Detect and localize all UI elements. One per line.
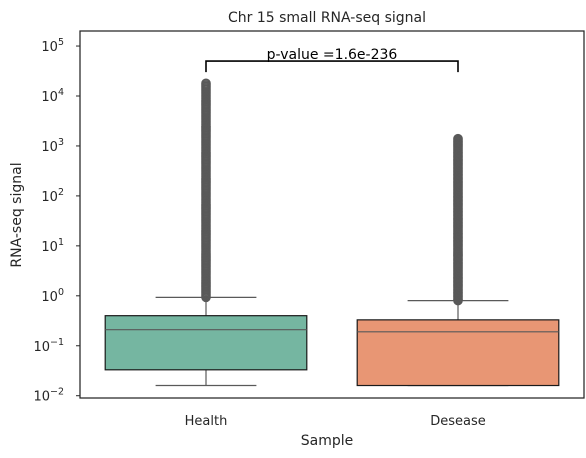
box-iqr <box>104 315 308 371</box>
significance-bracket <box>205 60 459 73</box>
y-tick-label: 10−2 <box>33 387 64 405</box>
y-tick-label: 102 <box>41 187 64 205</box>
y-tick-label: 104 <box>41 87 64 105</box>
x-axis-label: Sample <box>301 433 354 449</box>
chart-title: Chr 15 small RNA-seq signal <box>228 10 426 26</box>
plot-frame <box>79 30 585 399</box>
p-value-label: p-value =1.6e-236 <box>267 47 398 63</box>
x-tick-label-desease: Desease <box>430 414 486 429</box>
y-tick-label: 10−1 <box>33 337 64 355</box>
y-tick-label: 100 <box>41 287 64 305</box>
y-axis-label: RNA-seq signal <box>9 162 25 267</box>
box-group-health <box>104 78 308 387</box>
outlier-point <box>201 78 211 89</box>
plot-area <box>104 78 560 387</box>
x-axis-ticks: Health Desease <box>185 414 486 429</box>
box-group-desease <box>356 133 560 387</box>
box-iqr <box>356 319 560 387</box>
y-axis-ticks: 10−2 10−1 100 101 102 103 104 105 <box>33 37 80 405</box>
outlier-point <box>453 133 463 144</box>
outlier-markers <box>453 133 463 306</box>
significance-annotation: p-value =1.6e-236 <box>205 47 459 73</box>
outlier-markers <box>201 78 211 303</box>
x-tick-label-health: Health <box>185 414 228 429</box>
y-tick-label: 101 <box>41 237 64 255</box>
y-tick-label: 103 <box>41 137 64 155</box>
y-tick-label: 105 <box>41 37 64 55</box>
